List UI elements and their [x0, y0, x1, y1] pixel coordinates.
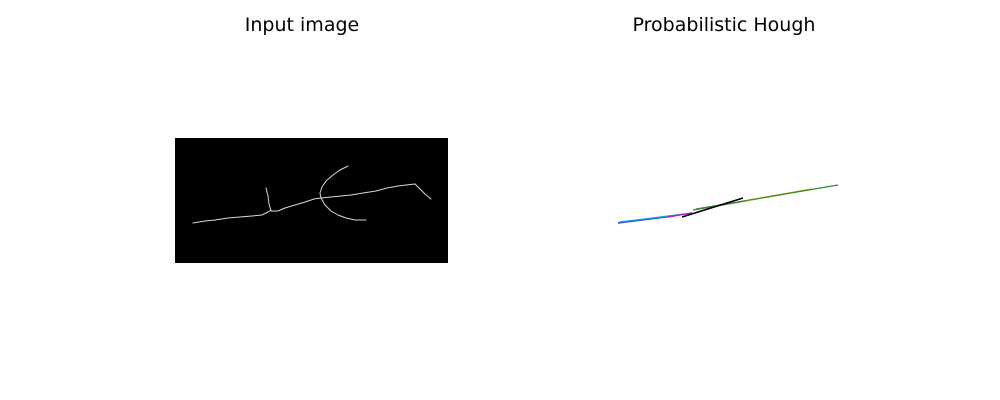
hough-lines-panel: [617, 184, 839, 224]
input-image-panel: [175, 138, 448, 263]
skeleton-branch: [192, 209, 272, 224]
input-image-title: Input image: [244, 14, 360, 36]
hough-panel-title: Probabilistic Hough: [632, 14, 816, 36]
skeleton-branch: [414, 183, 432, 200]
skeleton-branch: [265, 187, 272, 212]
hough-segment: [666, 212, 693, 218]
input-image-background: [175, 138, 448, 263]
skeleton-branch: [319, 165, 349, 199]
hough-segment: [681, 197, 744, 218]
skeleton-branch: [270, 197, 322, 212]
skeleton-branch: [320, 197, 367, 221]
skeleton-lines: [192, 165, 432, 224]
skeleton-branch: [320, 183, 416, 199]
